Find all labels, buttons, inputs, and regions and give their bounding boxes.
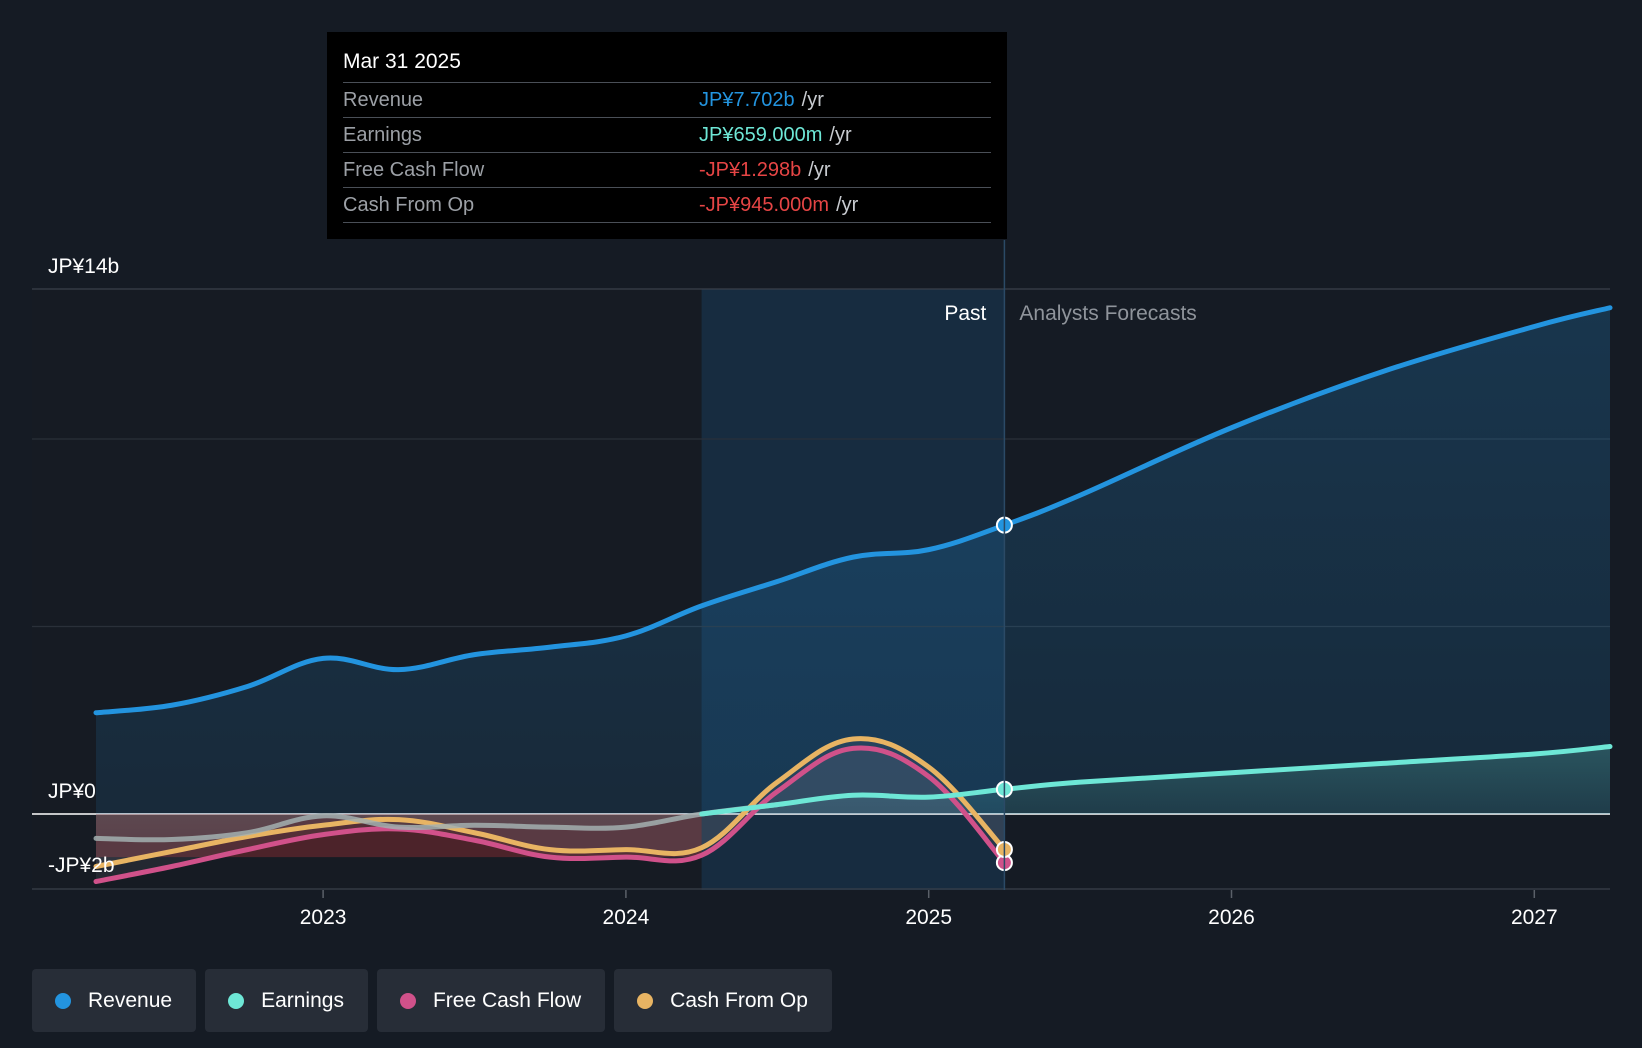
tooltip-value: JP¥659.000m xyxy=(699,124,823,146)
x-tick-label: 2024 xyxy=(603,906,650,929)
earnings-line xyxy=(699,744,1613,817)
free-cash-flow-line xyxy=(93,745,1007,884)
tooltip-label: Revenue xyxy=(343,89,424,111)
legend-label: Revenue xyxy=(88,988,173,1012)
past-label: Past xyxy=(944,302,986,325)
cash-from-op-line xyxy=(93,736,1007,869)
cash-from-op-area xyxy=(96,738,1005,867)
legend-item-cash-from-op[interactable]: Cash From Op xyxy=(614,969,832,1032)
earnings-area xyxy=(96,746,1610,840)
tooltip-row-cash-from-op: Cash From Op -JP¥945.000m /yr xyxy=(343,187,991,223)
cash-from-op-dot-icon xyxy=(637,992,654,1009)
tooltip-unit: /yr xyxy=(829,124,852,146)
x-tick-label: 2026 xyxy=(1208,906,1255,929)
x-tick-label: 2027 xyxy=(1511,906,1558,929)
tooltip: Mar 31 2025 Revenue JP¥7.702b /yr Earnin… xyxy=(327,32,1007,239)
earnings-line-past xyxy=(93,802,780,843)
revenue-area xyxy=(96,307,1610,814)
legend-label: Free Cash Flow xyxy=(432,988,582,1012)
tooltip-label: Cash From Op xyxy=(343,194,475,216)
y-axis-label-top: JP¥14b xyxy=(48,255,119,278)
legend-item-revenue[interactable]: Revenue xyxy=(32,969,197,1032)
x-tick-label: 2023 xyxy=(300,906,347,929)
tooltip-row-revenue: Revenue JP¥7.702b /yr xyxy=(343,82,991,117)
tooltip-row-earnings: Earnings JP¥659.000m /yr xyxy=(343,117,991,152)
forecast-label: Analysts Forecasts xyxy=(1019,302,1196,325)
tooltip-unit: /yr xyxy=(808,159,831,181)
tooltip-unit: /yr xyxy=(801,89,824,111)
y-axis-label-bottom: -JP¥2b xyxy=(48,854,115,877)
tooltip-label: Free Cash Flow xyxy=(343,159,485,181)
legend-item-earnings[interactable]: Earnings xyxy=(205,969,368,1032)
x-tick-label: 2025 xyxy=(905,906,952,929)
legend: Revenue Earnings Free Cash Flow Cash Fro… xyxy=(32,969,832,1032)
legend-label: Earnings xyxy=(261,988,344,1012)
legend-label: Cash From Op xyxy=(670,988,808,1012)
tooltip-value: -JP¥1.298b xyxy=(699,159,802,181)
tooltip-row-free-cash-flow: Free Cash Flow -JP¥1.298b /yr xyxy=(343,152,991,187)
tooltip-date: Mar 31 2025 xyxy=(343,50,461,73)
y-axis-label-zero: JP¥0 xyxy=(48,780,96,803)
revenue-dot-icon xyxy=(55,992,71,1009)
revenue-line xyxy=(93,305,1613,716)
free-cash-flow-area xyxy=(96,747,1005,882)
tooltip-value: JP¥7.702b xyxy=(699,89,795,111)
tooltip-label: Earnings xyxy=(343,124,422,146)
tooltip-value: -JP¥945.000m xyxy=(699,194,830,216)
legend-item-free-cash-flow[interactable]: Free Cash Flow xyxy=(376,969,606,1032)
earnings-dot-icon xyxy=(228,992,245,1009)
tooltip-unit: /yr xyxy=(836,194,859,216)
free-cash-flow-dot-icon xyxy=(399,992,416,1009)
